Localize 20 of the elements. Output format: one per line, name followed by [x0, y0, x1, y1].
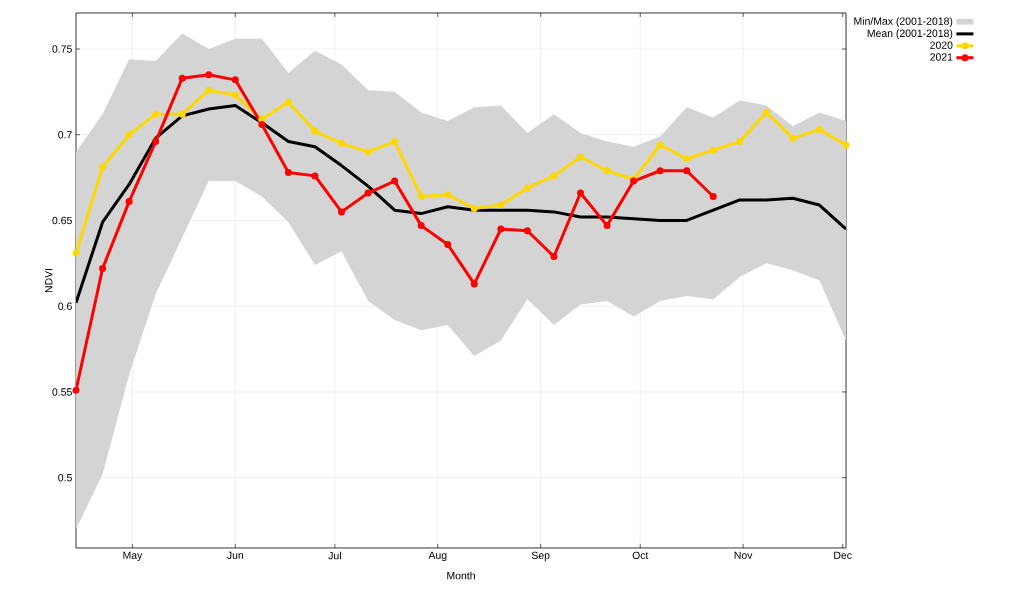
y-tick-label: 0.65 [52, 216, 72, 225]
y-tick-label: 0.5 [58, 473, 72, 482]
x-tick-label: Oct [632, 551, 649, 560]
y-tick-label: 0.75 [52, 45, 72, 53]
x-tick-label: Nov [734, 551, 753, 559]
x-tick-label: Aug [428, 551, 447, 562]
y-tick-label: 0.7 [58, 131, 72, 139]
y-tick-label: 0.55 [52, 388, 72, 396]
x-tick-label: Jun [227, 551, 244, 559]
x-tick-label: Jul [328, 551, 341, 560]
x-tick-label: Sep [531, 551, 550, 562]
x-tick-label: Dec [834, 551, 852, 559]
text: Min/Max (2001-2018) [854, 17, 953, 27]
legend-label: 2021 [930, 53, 953, 61]
y-tick-label: 0.6 [58, 302, 72, 310]
x-axis-title: Month [447, 571, 475, 580]
y-axis-title: NDVI [45, 268, 53, 293]
x-tick-label: May [123, 551, 143, 562]
legend-label: 2020 [930, 41, 953, 49]
legend-label: Mean (2001-2018) [867, 29, 953, 40]
